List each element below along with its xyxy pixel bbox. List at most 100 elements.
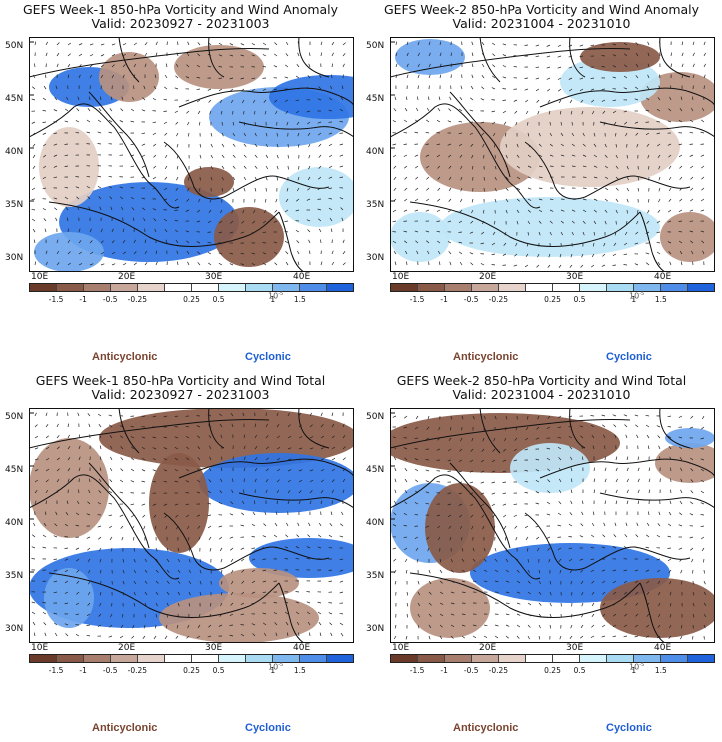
wind-arrow (700, 230, 705, 233)
map-frame (29, 408, 354, 643)
wind-arrow (472, 624, 477, 627)
wind-arrow (56, 478, 60, 483)
wind-arrow (309, 632, 311, 637)
colorbar (390, 283, 715, 292)
wind-arrow (176, 250, 179, 255)
wind-arrow (469, 459, 474, 463)
wind-arrow (42, 580, 47, 582)
wind-arrow (568, 415, 573, 418)
wind-arrow (111, 64, 115, 68)
wind-arrow (635, 424, 639, 428)
wind-arrow (276, 435, 281, 439)
wind-arrow (130, 154, 135, 157)
wind-arrow (309, 479, 314, 483)
wind-arrow (231, 580, 234, 585)
wind-arrow (414, 468, 419, 472)
wind-arrow (613, 242, 617, 247)
wind-arrow (458, 481, 463, 484)
panel-week2-total: GEFS Week-2 850-hPa Vorticity and Wind T… (361, 371, 722, 742)
wind-arrow (636, 143, 639, 148)
wind-arrow (461, 569, 466, 573)
wind-arrow (692, 41, 695, 46)
lon-label: 30E (205, 272, 223, 282)
vorticity-region (99, 52, 159, 102)
wind-arrow (645, 97, 650, 101)
wind-arrow (513, 99, 518, 102)
wind-arrow (31, 208, 36, 211)
wind-arrow (658, 198, 661, 203)
wind-arrow (34, 261, 37, 266)
wind-arrow (580, 435, 584, 439)
wind-arrow (527, 121, 529, 126)
wind-arrow (647, 154, 650, 159)
wind-arrow (188, 547, 190, 552)
wind-arrow (491, 87, 496, 90)
wind-arrow (537, 415, 540, 420)
wind-arrow (242, 209, 245, 214)
wind-arrow (428, 63, 431, 68)
wind-arrow (612, 624, 617, 628)
wind-arrow (342, 53, 346, 57)
wind-arrow (513, 264, 518, 267)
wind-arrow (100, 74, 104, 79)
wind-arrow (163, 218, 168, 222)
wind-arrow (392, 220, 397, 223)
wind-arrow (53, 132, 58, 134)
coastline (118, 37, 140, 83)
wind-arrow (667, 426, 672, 428)
wind-arrow (481, 231, 485, 235)
coastline (163, 512, 330, 571)
wind-arrow (318, 154, 322, 158)
colorbar-unit: 10-5 (268, 662, 284, 672)
wind-arrow (414, 198, 419, 202)
wind-arrow (78, 64, 82, 68)
wind-arrow (86, 119, 91, 123)
wind-arrow (144, 250, 148, 255)
wind-arrow (55, 85, 58, 90)
wind-arrow (56, 239, 59, 244)
anticyclonic-label: Anticyclonic (453, 351, 519, 363)
wind-arrow (505, 613, 510, 616)
wind-arrow (163, 436, 168, 439)
wind-arrow (558, 478, 562, 483)
wind-arrow (692, 569, 694, 574)
wind-arrow (634, 635, 639, 638)
wind-arrow (428, 74, 431, 79)
wind-arrow (601, 88, 606, 90)
wind-arrow (667, 220, 672, 223)
wind-arrow (524, 514, 529, 517)
wind-arrow (560, 209, 565, 212)
wind-arrow (670, 63, 672, 68)
wind-arrow (98, 196, 102, 200)
wind-arrow (527, 198, 532, 201)
wind-arrow (634, 569, 639, 572)
wind-arrow (425, 131, 430, 134)
wind-arrow (240, 633, 245, 637)
wind-arrow (680, 624, 683, 629)
wind-arrow (667, 435, 672, 439)
vorticity-region (149, 453, 209, 553)
vorticity-region (269, 75, 354, 119)
wind-arrow (275, 110, 278, 115)
wind-arrow (218, 220, 223, 224)
wind-arrow (331, 250, 334, 255)
wind-arrow (43, 522, 47, 527)
wind-arrow (75, 602, 80, 606)
wind-arrow (404, 489, 408, 494)
wind-arrow (320, 435, 325, 439)
wind-arrow (570, 624, 573, 629)
vorticity-region (600, 578, 715, 638)
wind-arrow (133, 239, 136, 244)
wind-arrow (513, 54, 518, 57)
wind-arrow (210, 143, 213, 148)
wind-arrow (681, 580, 683, 585)
wind-arrow (502, 459, 507, 462)
wind-arrow (502, 253, 507, 256)
wind-arrow (656, 569, 661, 573)
wind-arrow (78, 445, 81, 450)
colorbar-swatch (526, 655, 553, 662)
colorbar-swatch (165, 284, 192, 291)
wind-arrow (494, 187, 497, 192)
wind-arrow (582, 143, 586, 147)
wind-arrow (656, 558, 661, 561)
